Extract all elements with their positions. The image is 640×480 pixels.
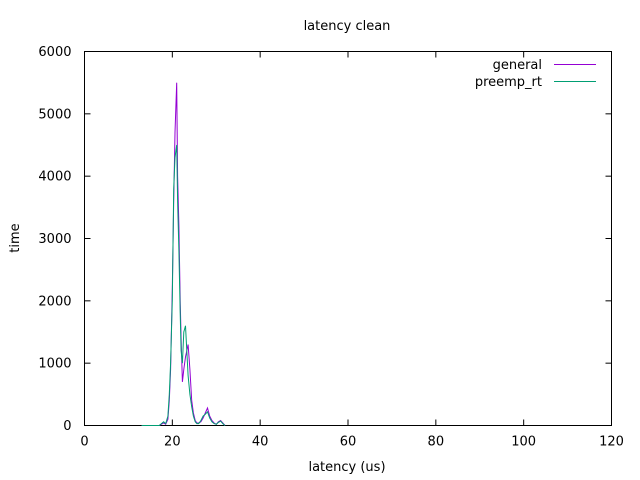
legend-label-preemp_rt: preemp_rt [475,75,542,90]
series-lines [141,82,226,426]
x-tick-label: 120 [599,435,624,450]
x-tick-label: 80 [428,435,445,450]
y-tick-label: 1000 [38,357,71,372]
x-tick-label: 0 [80,435,88,450]
x-axis-label: latency (us) [308,460,385,475]
axis-ticks: 0 20 40 60 80 100 120 0 1000 2000 3000 4000 5000 6000 [38,45,624,450]
chart-title: latency clean [304,19,391,34]
y-tick-label: 2000 [38,294,71,309]
legend-label-general: general [493,58,542,73]
y-tick-label: 5000 [38,107,71,122]
legend: general preemp_rt [475,58,596,90]
x-tick-label: 60 [340,435,357,450]
plot-frame [84,51,612,426]
x-tick-label: 40 [252,435,269,450]
x-tick-label: 100 [511,435,536,450]
y-tick-label: 0 [63,419,71,434]
series-line-preemp_rt [141,144,226,426]
y-tick-label: 6000 [38,45,71,60]
x-tick-label: 20 [164,435,181,450]
y-axis-label: time [8,223,23,252]
series-line-general [141,82,226,426]
y-tick-label: 4000 [38,170,71,185]
y-tick-label: 3000 [38,232,71,247]
